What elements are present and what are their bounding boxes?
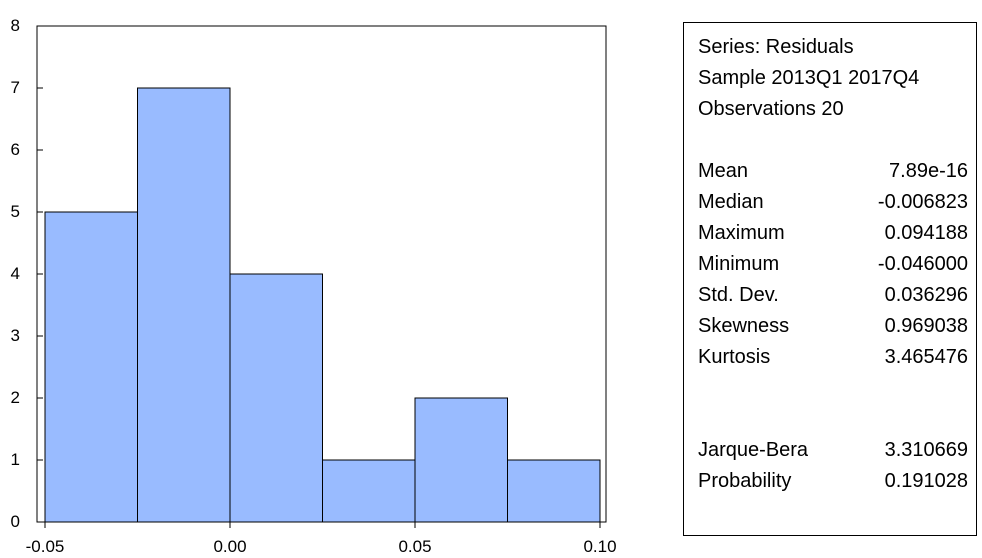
stat-value: 0.094188 [884, 222, 968, 244]
sample-label: Sample 2013Q1 2017Q4 [698, 67, 920, 89]
series-label: Series: Residuals [698, 36, 854, 58]
x-tick-label: -0.05 [26, 537, 65, 556]
x-axis: -0.05 0.00 0.05 0.10 [26, 522, 617, 556]
histogram-bar-3 [229, 273, 323, 523]
y-tick-label: 2 [11, 388, 20, 407]
stat-value: -0.006823 [877, 191, 968, 213]
stat-row-kurtosis: Kurtosis 3.465476 [698, 345, 968, 375]
histogram-chart: 0 1 2 3 4 5 6 7 8 -0.05 0.00 0.05 0.10 [11, 16, 617, 556]
y-tick-label: 1 [11, 450, 20, 469]
stat-label: Skewness [698, 315, 790, 337]
stat-row-minimum: Minimum -0.046000 [698, 252, 968, 282]
stat-value: 0.036296 [884, 284, 968, 306]
stat-row-median: Median -0.006823 [698, 190, 968, 220]
y-tick-label: 5 [11, 202, 20, 221]
stat-row-skewness: Skewness 0.969038 [698, 314, 968, 344]
stat-value: -0.046000 [877, 253, 968, 275]
stat-label: Std. Dev. [698, 284, 779, 306]
y-tick-label: 0 [11, 512, 20, 531]
stat-label: Minimum [698, 253, 780, 275]
histogram-bar-6 [507, 459, 601, 523]
histogram-bar-1 [44, 211, 138, 523]
stat-label: Jarque-Bera [698, 439, 809, 461]
stat-label: Maximum [698, 222, 785, 244]
stat-value: 0.191028 [884, 470, 968, 492]
stat-value: 3.310669 [884, 439, 968, 461]
statistics-panel: Series: Residuals Sample 2013Q1 2017Q4 O… [683, 22, 977, 536]
y-tick-label: 8 [11, 16, 20, 35]
histogram-bar-4 [322, 459, 416, 523]
stat-row-mean: Mean 7.89e-16 [698, 159, 968, 189]
y-tick-label: 4 [11, 264, 20, 283]
histogram-bar-2 [137, 87, 231, 523]
stat-row-jarque-bera: Jarque-Bera 3.310669 [698, 438, 968, 468]
histogram-bars [44, 87, 601, 523]
stat-value: 0.969038 [884, 315, 968, 337]
y-tick-label: 7 [11, 78, 20, 97]
stat-value: 3.465476 [884, 346, 968, 368]
stat-label: Kurtosis [698, 346, 771, 368]
stat-row-std-dev: Std. Dev. 0.036296 [698, 283, 968, 313]
y-tick-label: 3 [11, 326, 20, 345]
stat-value: 7.89e-16 [889, 160, 968, 182]
stat-row-probability: Probability 0.191028 [698, 469, 968, 499]
x-tick-label: 0.10 [583, 537, 616, 556]
stat-label: Probability [698, 470, 792, 492]
stat-row-maximum: Maximum 0.094188 [698, 221, 968, 251]
stat-label: Mean [698, 160, 749, 182]
histogram-bar-5 [414, 397, 508, 523]
x-tick-label: 0.00 [213, 537, 246, 556]
x-tick-label: 0.05 [398, 537, 431, 556]
stat-label: Median [698, 191, 764, 213]
y-axis: 0 1 2 3 4 5 6 7 8 [11, 16, 43, 531]
y-tick-label: 6 [11, 140, 20, 159]
observations-label: Observations 20 [698, 98, 844, 120]
